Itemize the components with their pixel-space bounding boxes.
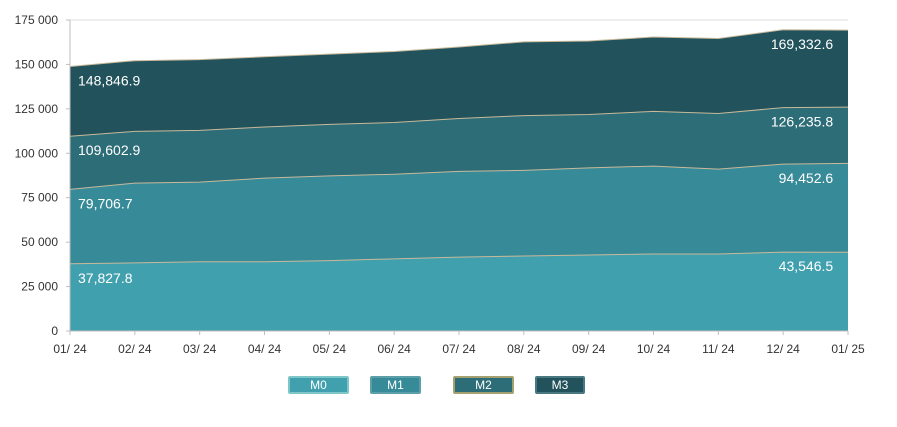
series-line-m0 — [69, 251, 849, 265]
data-label-m2: 109,602.9 — [78, 142, 140, 158]
y-tick-label: 75 000 — [21, 191, 58, 205]
legend-item-m0[interactable]: M0 — [288, 376, 349, 394]
x-tick-label: 09/ 24 — [572, 342, 606, 356]
series-line-m3 — [69, 29, 849, 67]
x-tick-label: 08/ 24 — [507, 342, 541, 356]
x-tick-label: 10/ 24 — [637, 342, 671, 356]
y-tick-label: 50 000 — [21, 235, 58, 249]
data-label-m2: 126,235.8 — [771, 114, 833, 130]
series-area-m1 — [70, 163, 848, 264]
x-tick-label: 01/ 25 — [831, 342, 865, 356]
series-area-m2 — [70, 107, 848, 190]
x-tick-label: 07/ 24 — [442, 342, 476, 356]
series-line-m2 — [69, 106, 849, 137]
legend-item-m3[interactable]: M3 — [535, 376, 585, 394]
x-tick-label: 01/ 24 — [53, 342, 87, 356]
x-tick-label: 12/ 24 — [766, 342, 800, 356]
legend-item-m2[interactable]: M2 — [453, 376, 514, 394]
x-tick-label: 11/ 24 — [702, 342, 735, 356]
series-area-m3 — [70, 29, 848, 137]
series-line-m1 — [69, 162, 849, 190]
y-tick-label: 150 000 — [15, 57, 59, 71]
y-tick-label: 0 — [51, 324, 58, 338]
data-label-m1: 94,452.6 — [779, 170, 834, 186]
data-label-m1: 79,706.7 — [78, 195, 133, 211]
y-tick-label: 100 000 — [15, 146, 59, 160]
legend-item-m1[interactable]: M1 — [370, 376, 421, 394]
x-tick-label: 03/ 24 — [183, 342, 217, 356]
series-area-m0 — [70, 252, 848, 331]
x-tick-label: 04/ 24 — [248, 342, 282, 356]
x-tick-label: 05/ 24 — [313, 342, 347, 356]
x-tick-label: 06/ 24 — [377, 342, 411, 356]
data-label-m3: 169,332.6 — [771, 36, 833, 52]
data-label-m0: 43,546.5 — [779, 258, 834, 274]
data-label-m3: 148,846.9 — [78, 72, 140, 88]
data-label-m0: 37,827.8 — [78, 270, 133, 286]
x-tick-label: 02/ 24 — [118, 342, 152, 356]
y-tick-label: 25 000 — [21, 280, 58, 294]
y-tick-label: 175 000 — [15, 13, 59, 27]
y-tick-label: 125 000 — [15, 102, 59, 116]
